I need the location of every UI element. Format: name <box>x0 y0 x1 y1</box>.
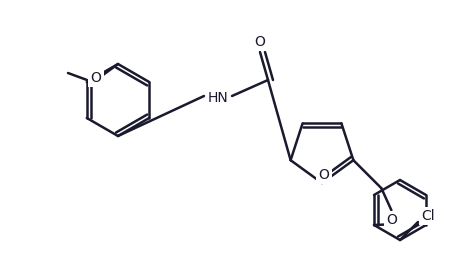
Text: HN: HN <box>208 91 228 105</box>
Text: O: O <box>319 168 329 182</box>
Text: O: O <box>386 213 397 227</box>
Text: O: O <box>91 71 101 85</box>
Text: Cl: Cl <box>421 209 435 223</box>
Text: O: O <box>255 35 265 49</box>
